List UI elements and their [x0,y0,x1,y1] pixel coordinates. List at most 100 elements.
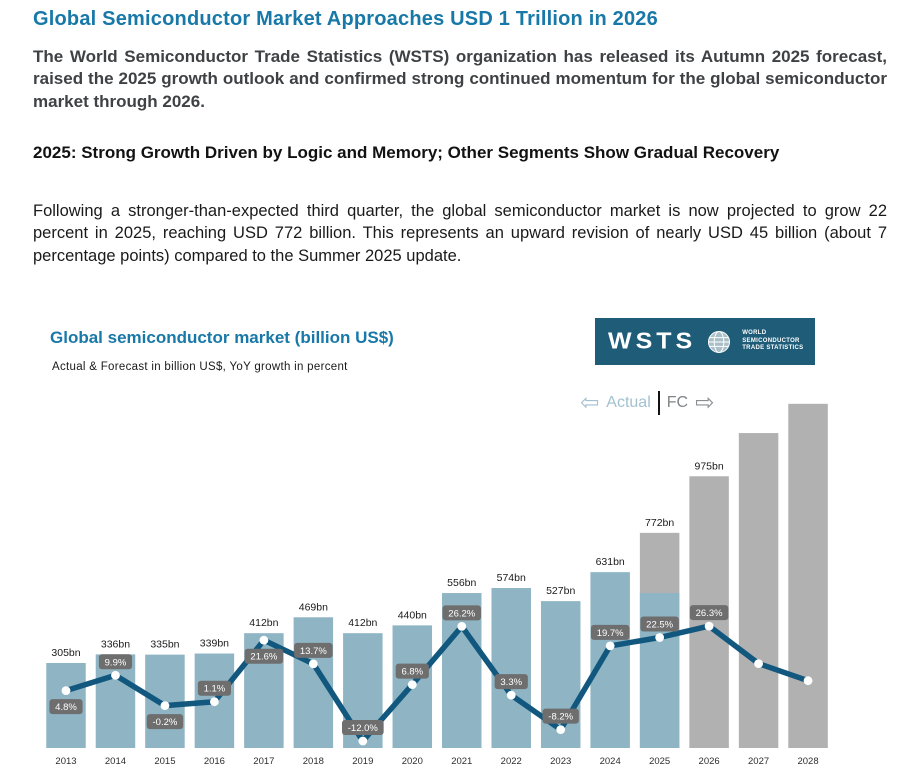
bar-value-label-2018: 469bn [299,601,328,613]
x-axis-label-2022: 2022 [501,756,522,767]
wsts-logo: WSTS WORLD SEMICONDUCTOR TRADE STATISTIC… [595,318,815,365]
data-point-2014 [111,670,120,680]
x-axis-label-2027: 2027 [748,756,769,767]
growth-badge-label-2018: 13.7% [300,646,327,657]
growth-badge-2025 [640,616,679,632]
chart-canvas: 305bn 2013 336bn 2014 335bn 2015 339bn 2016 412b… [46,403,828,767]
bar-2028 [788,403,828,748]
forecast-right-arrow-icon: ⇨ [695,389,715,416]
wsts-wordmark: WSTS [608,328,697,354]
data-point-2013 [61,686,71,695]
growth-badge-2018 [294,642,333,658]
data-point-2020 [407,680,417,689]
logo-text-line: SEMICONDUCTOR [742,337,800,344]
actual-fc-legend: ⇦ Actual FC ⇨ [580,389,714,417]
growth-badge-2015 [146,714,184,730]
x-axis-label-2013: 2013 [55,756,76,767]
bar-2027 [738,433,779,748]
x-axis-label-2024: 2024 [600,756,621,767]
bar-value-label-2014: 336bn [101,638,130,650]
bar-value-label-2015: 335bn [150,639,179,651]
data-point-2018 [308,659,318,669]
data-point-2019 [358,736,368,746]
growth-badge-label-2014: 9.9% [105,657,127,668]
x-axis-label-2019: 2019 [352,756,373,767]
bar-value-label-2021: 556bn [447,577,476,589]
logo-text-line: TRADE STATISTICS [742,345,804,352]
growth-badge-2026 [689,605,729,621]
growth-badge-2014 [98,654,133,670]
section-paragraph: Following a stronger-than-expected third… [33,202,887,265]
bar-2022 [491,588,531,748]
data-point-2023 [556,725,566,734]
growth-badge-label-2017: 21.6% [250,652,277,663]
growth-badge-label-2025: 22.5% [646,620,673,631]
intro-paragraph: The World Semiconductor Trade Statistics… [33,47,887,111]
legend-divider [657,391,660,415]
growth-badge-2024 [590,624,630,640]
x-axis-label-2015: 2015 [154,756,175,767]
bar-value-label-2020: 440bn [398,609,427,621]
growth-badge-2022 [494,674,528,690]
growth-badge-label-2024: 19.7% [597,628,624,639]
data-point-2024 [605,641,615,651]
section-heading: 2025: Strong Growth Driven by Logic and … [33,143,780,162]
logo-text-line: WORLD [742,330,767,337]
data-point-2025 [655,633,665,642]
bar-value-label-2019: 412bn [348,617,377,629]
x-axis-label-2020: 2020 [402,756,423,767]
bar-2024 [590,572,630,748]
x-axis-label-2028: 2028 [797,756,818,767]
growth-badge-2023 [542,708,579,724]
growth-badge-label-2013: 4.8% [55,702,77,713]
growth-badge-label-2026: 26.3% [696,608,723,619]
bar-value-label-2013: 305bn [51,647,80,659]
x-axis-label-2025: 2025 [649,756,670,767]
growth-badge-label-2021: 26.2% [448,608,475,619]
growth-badge-2021 [442,605,482,621]
bar-value-label-2026: 975bn [695,460,724,472]
growth-badge-label-2016: 1.1% [204,684,226,695]
bar-value-label-2024: 631bn [596,556,625,568]
growth-badge-2017 [244,648,284,664]
data-point-2027 [754,659,763,668]
data-point-2017 [259,635,269,645]
x-axis-label-2016: 2016 [204,756,225,767]
bar-value-label-2023: 527bn [546,585,575,597]
growth-badge-label-2022: 3.3% [500,677,522,688]
growth-badge-2020 [395,663,429,679]
data-point-2021 [457,622,467,631]
legend-forecast-label: FC [666,394,689,411]
wsts-logo-text: WORLD SEMICONDUCTOR TRADE STATISTICS [742,330,803,353]
data-point-2022 [506,690,516,700]
data-point-2026 [704,621,714,631]
chart-title: Global semiconductor market (billion US$… [50,328,394,347]
bar-2014 [95,654,136,748]
growth-badge-2019 [341,720,384,735]
growth-badge-label-2019: -12.0% [348,723,379,734]
growth-badge-2016 [197,680,232,696]
x-axis-label-2021: 2021 [451,756,472,767]
x-axis-label-2014: 2014 [105,756,126,767]
growth-badge-label-2023: -8.2% [548,712,573,723]
document-title: Global Semiconductor Market Approaches U… [33,8,658,30]
x-axis-label-2026: 2026 [699,756,720,767]
chart-subtitle: Actual & Forecast in billion US$, YoY gr… [52,361,348,373]
data-point-2028 [803,676,813,686]
data-point-2016 [210,697,219,707]
yoy-growth-line [63,623,811,744]
bar-value-label-2017: 412bn [249,617,278,629]
growth-badge-label-2015: -0.2% [153,717,178,728]
legend-actual-label: Actual [606,394,651,411]
growth-badge-2013 [49,699,83,715]
bar-value-label-2022: 574bn [497,572,526,584]
x-axis-label-2017: 2017 [253,756,274,767]
globe-icon [706,329,732,355]
growth-badge-label-2020: 6.8% [401,667,423,678]
bar-value-label-2016: 339bn [200,638,229,650]
bar-2025-actual-portion [639,593,680,748]
actual-left-arrow-icon: ⇦ [580,389,600,416]
data-point-2015 [160,701,170,710]
x-axis-label-2023: 2023 [550,756,571,767]
bar-value-label-2025: 772bn [645,517,674,529]
